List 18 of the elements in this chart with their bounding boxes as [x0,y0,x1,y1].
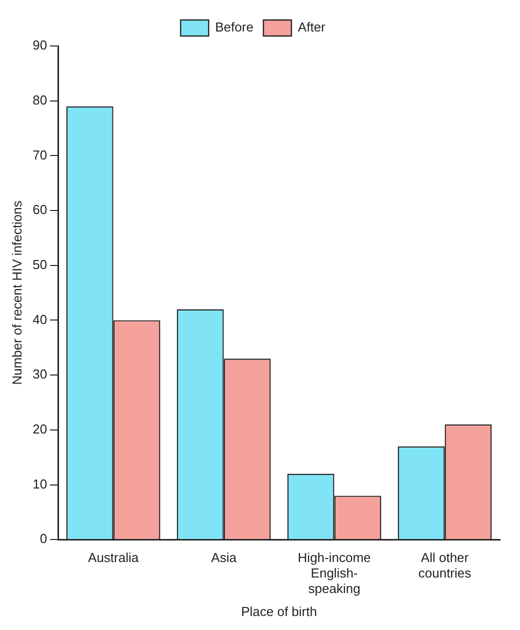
legend-label: Before [215,20,254,35]
y-tick-label: 50 [32,256,48,272]
y-tick-label: 40 [32,312,48,327]
x-tick-label: High-income English-speaking [298,550,371,596]
y-tick-label: 90 [32,38,48,53]
y-tick-label: 20 [32,421,48,436]
y-tick-label: 80 [32,92,48,108]
y-tick-label: 30 [32,366,48,382]
y-tick-label: 60 [32,202,48,218]
y-axis-title: Number of recent HIV infections [9,200,24,385]
y-tick-label: 70 [32,147,48,162]
y-tick-label: 10 [32,476,48,492]
x-axis-title: Place of birth [241,604,317,619]
y-tick-label: 0 [40,531,48,546]
x-tick-label: Asia [211,550,238,565]
x-tick-label: All other countries [418,550,472,581]
x-tick-label: Australia [88,550,140,565]
legend-label: After [298,20,326,35]
